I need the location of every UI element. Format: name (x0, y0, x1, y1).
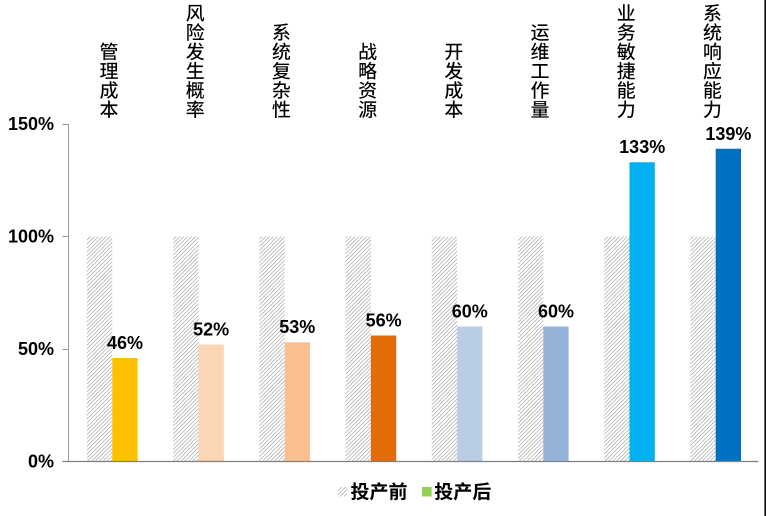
svg-text:139%: 139% (705, 124, 751, 144)
svg-text:52%: 52% (193, 320, 229, 340)
svg-text:53%: 53% (279, 317, 315, 337)
svg-text:46%: 46% (107, 333, 143, 353)
svg-text:60%: 60% (452, 302, 488, 322)
svg-text:100%: 100% (8, 227, 54, 247)
svg-text:56%: 56% (366, 311, 402, 331)
svg-text:50%: 50% (18, 339, 54, 359)
svg-text:150%: 150% (8, 114, 54, 134)
svg-text:133%: 133% (619, 137, 665, 157)
svg-text:0%: 0% (28, 452, 54, 472)
svg-text:60%: 60% (538, 302, 574, 322)
